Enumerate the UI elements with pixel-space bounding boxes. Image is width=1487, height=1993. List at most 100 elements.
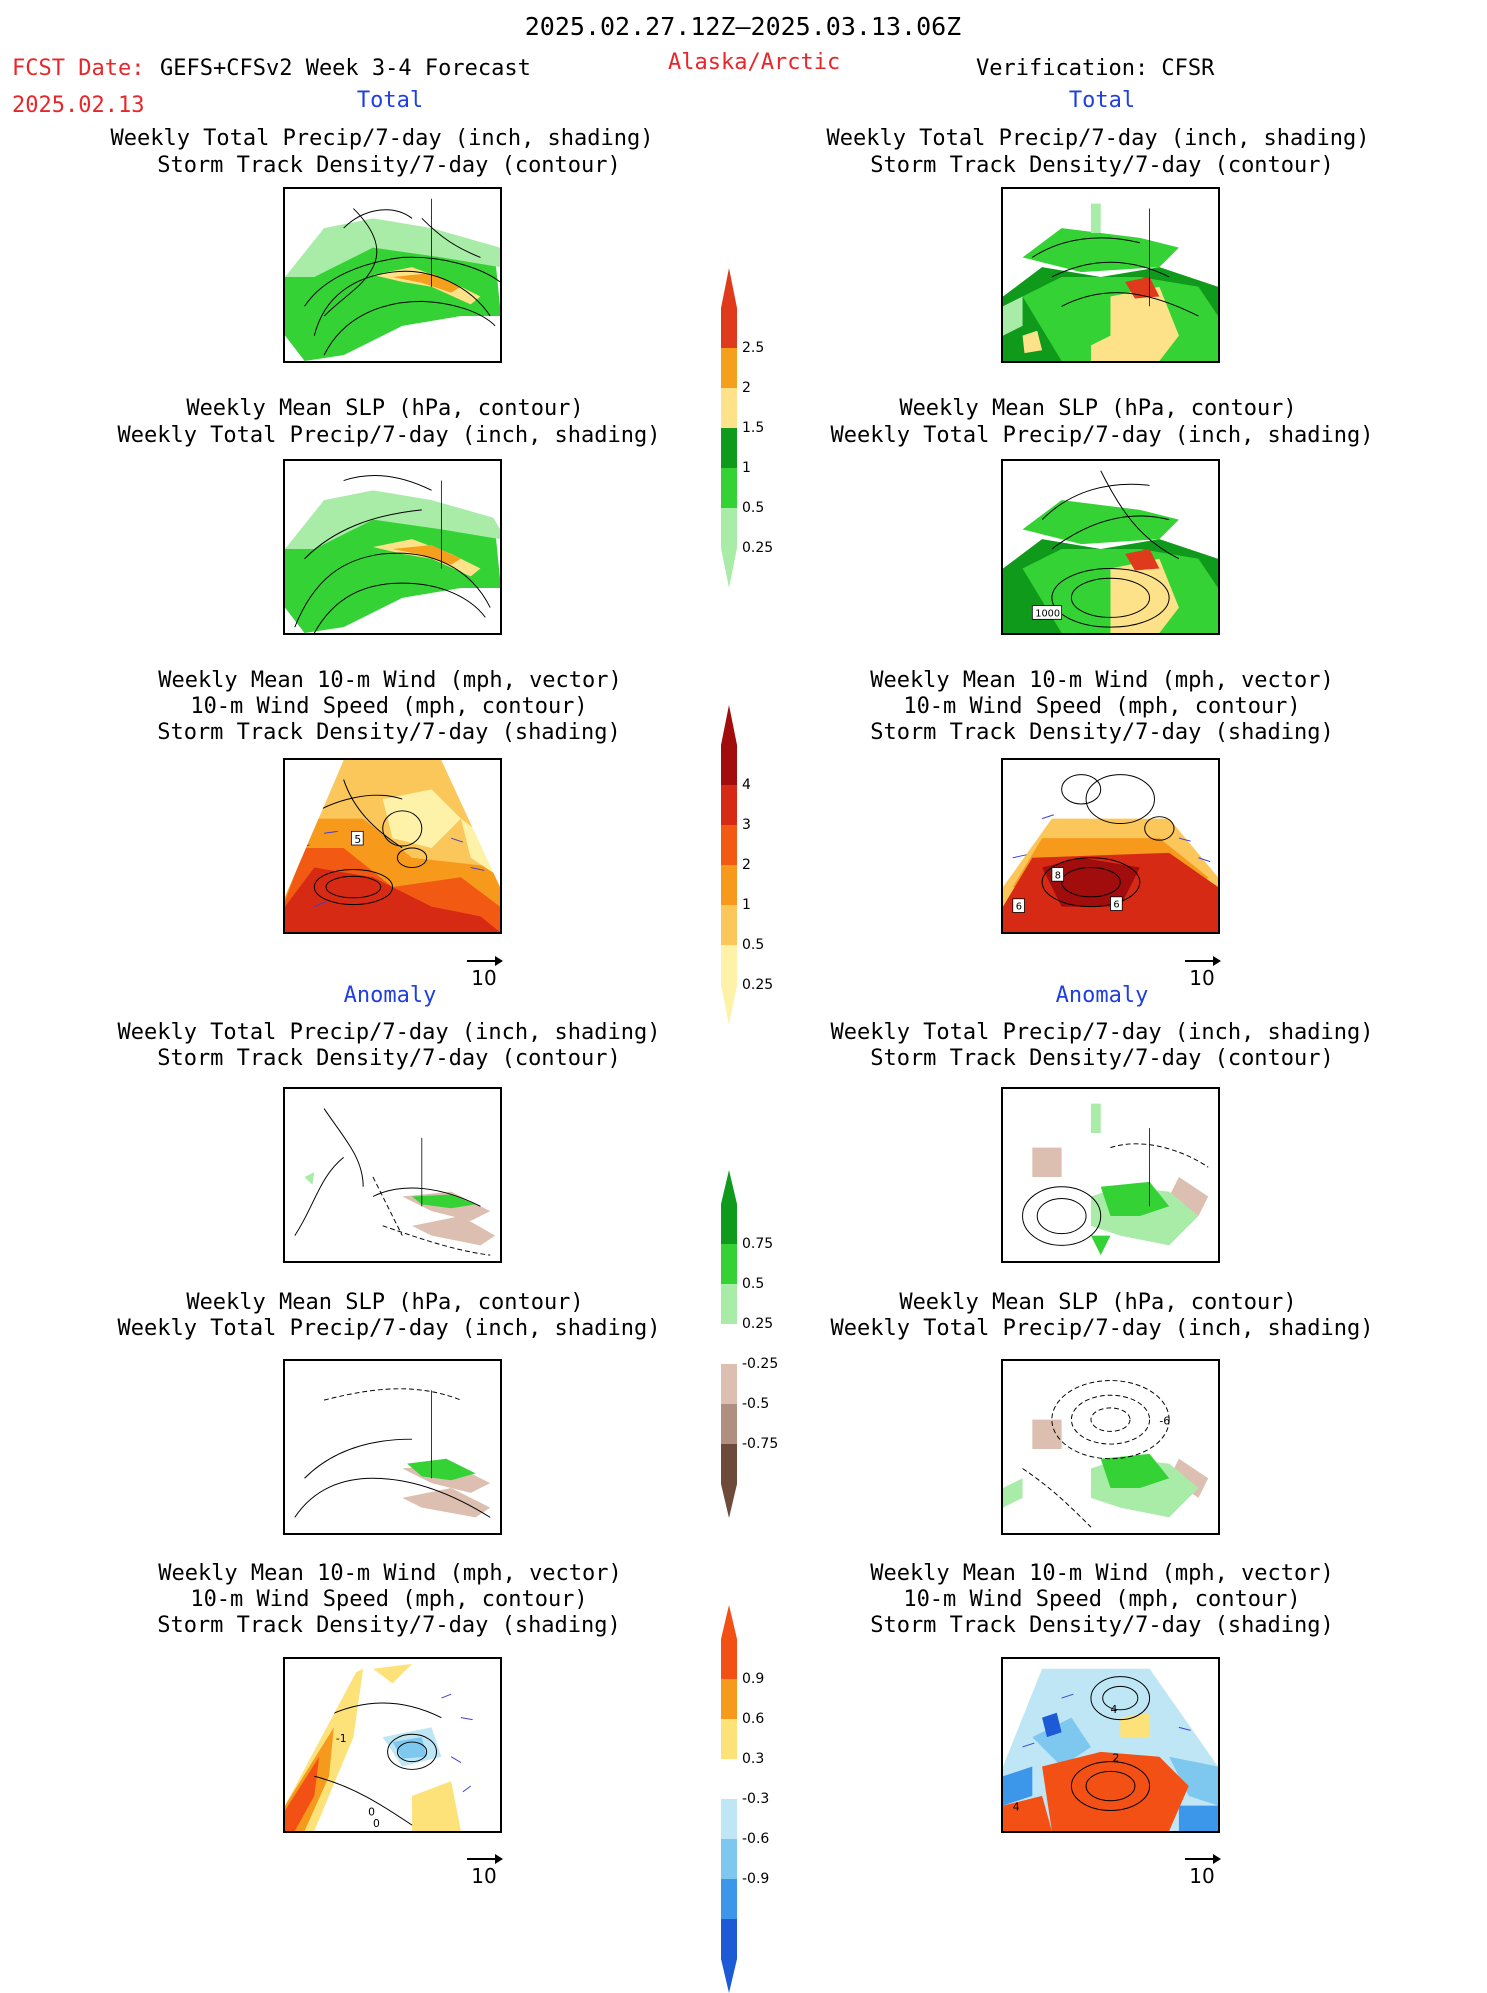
- colorbar-segment: [721, 1879, 737, 1920]
- label-4b: 4: [1111, 1703, 1118, 1716]
- colorbar-label: -0.5: [742, 1396, 770, 1412]
- colorbar-cap-bottom: [721, 548, 737, 588]
- arrow-icon: [467, 956, 503, 966]
- colorbar-cap-top: [721, 1605, 737, 1639]
- colorbar-cap-top: [721, 705, 737, 745]
- label-neg1: -1: [336, 1732, 347, 1745]
- colorbar-segment: [721, 1759, 737, 1800]
- label-neg6: -6: [1159, 1415, 1170, 1428]
- colorbar-label: 0.5: [742, 937, 765, 953]
- date-range-title: 2025.02.27.12Z–2025.03.13.06Z: [524, 12, 962, 41]
- colorbar-segment: [721, 348, 737, 389]
- map-total-precip-left: [283, 187, 502, 363]
- colorbar-segment: [721, 1919, 737, 1960]
- colorbar-segment: [721, 1244, 737, 1285]
- label-0a: 0: [368, 1805, 375, 1818]
- title-precip-storm-l1: Weekly Total Precip/7-day (inch, shading…: [110, 126, 654, 151]
- colorbar-segment: [721, 905, 737, 946]
- vector-ref-anom-right: 10: [1183, 1854, 1221, 1888]
- vector-ref-total-left: 10: [465, 956, 503, 990]
- section-total-left: Total: [356, 88, 424, 113]
- map-total-wind-right: 8 6 6: [1001, 758, 1220, 934]
- map-total-slp-right: 1000: [1001, 459, 1220, 635]
- verification-label: Verification: CFSR: [976, 56, 1215, 81]
- title-anom-precip-storm-l1: Weekly Total Precip/7-day (inch, shading…: [117, 1020, 661, 1045]
- title-anom-slp-precip-l2: Weekly Total Precip/7-day (inch, shading…: [117, 1316, 661, 1341]
- colorbar-label: 2: [742, 380, 751, 396]
- map-anom-precip-left: [283, 1087, 502, 1263]
- colorbar-label: 0.25: [742, 540, 774, 556]
- vector-ref-anom-left: 10: [465, 1854, 503, 1888]
- title-wind-storm-l2: 10-m Wind Speed (mph, contour): [190, 694, 588, 719]
- fcst-product: GEFS+CFSv2 Week 3-4 Forecast: [160, 56, 531, 81]
- colorbar-segment: [721, 1364, 737, 1405]
- map-anom-slp-right: -6: [1001, 1359, 1220, 1535]
- colorbar-label: 0.9: [742, 1671, 765, 1687]
- title-anom-wind-l3: Storm Track Density/7-day (shading): [157, 1613, 621, 1638]
- title-anom-wind-r3: Storm Track Density/7-day (shading): [870, 1613, 1334, 1638]
- colorbar-label: 0.25: [742, 1316, 774, 1332]
- title-slp-precip-l1: Weekly Mean SLP (hPa, contour): [186, 396, 584, 421]
- colorbar-label: 0.5: [742, 500, 765, 516]
- title-anom-slp-precip-l1: Weekly Mean SLP (hPa, contour): [186, 1290, 584, 1315]
- colorbar-cap-bottom: [721, 1959, 737, 1993]
- colorbar-segment: [721, 1719, 737, 1760]
- colorbar-segment: [721, 1444, 737, 1485]
- title-wind-storm-r2: 10-m Wind Speed (mph, contour): [903, 694, 1301, 719]
- colorbar-cap-bottom: [721, 1484, 737, 1518]
- title-anom-wind-l1: Weekly Mean 10-m Wind (mph, vector): [158, 1561, 622, 1586]
- colorbar-cap-top: [721, 268, 737, 308]
- title-slp-precip-r1: Weekly Mean SLP (hPa, contour): [899, 396, 1297, 421]
- colorbar-segment: [721, 785, 737, 826]
- colorbar-segment: [721, 308, 737, 349]
- colorbar-label: 0.3: [742, 1751, 765, 1767]
- title-slp-precip-l2: Weekly Total Precip/7-day (inch, shading…: [117, 423, 661, 448]
- map-anom-slp-left: [283, 1359, 502, 1535]
- map-total-wind-left: 5: [283, 758, 502, 934]
- vector-ref-total-right: 10: [1183, 956, 1221, 990]
- colorbar-label: 1.5: [742, 420, 765, 436]
- colorbar-label: -0.75: [742, 1436, 779, 1452]
- colorbar-label: -0.25: [742, 1356, 779, 1372]
- title-anom-wind-r2: 10-m Wind Speed (mph, contour): [903, 1587, 1301, 1612]
- colorbar-segment: [721, 825, 737, 866]
- colorbar-segment: [721, 508, 737, 549]
- label-5: 5: [354, 833, 361, 846]
- colorbar-label: 3: [742, 817, 751, 833]
- colorbar-label: 0.75: [742, 1236, 774, 1252]
- title-precip-storm-r1: Weekly Total Precip/7-day (inch, shading…: [826, 126, 1370, 151]
- colorbar-label: 1: [742, 897, 751, 913]
- title-anom-slp-precip-r1: Weekly Mean SLP (hPa, contour): [899, 1290, 1297, 1315]
- colorbar-segment: [721, 428, 737, 469]
- label-2: 2: [1112, 1752, 1119, 1765]
- colorbar-segment: [721, 1204, 737, 1245]
- label-6b: 6: [1016, 902, 1022, 913]
- colorbar-label: 2.5: [742, 340, 765, 356]
- colorbar-label: 0.25: [742, 977, 774, 993]
- label-0b: 0: [373, 1817, 380, 1830]
- colorbar-segment: [721, 865, 737, 906]
- label-8: 8: [1055, 870, 1061, 881]
- title-anom-wind-r1: Weekly Mean 10-m Wind (mph, vector): [870, 1561, 1334, 1586]
- colorbar-label: 1: [742, 460, 751, 476]
- colorbar-segment: [721, 1404, 737, 1445]
- title-anom-wind-l2: 10-m Wind Speed (mph, contour): [190, 1587, 588, 1612]
- map-total-slp-left: [283, 459, 502, 635]
- section-anomaly-right: Anomaly: [1055, 983, 1149, 1008]
- arrow-icon: [1185, 1854, 1221, 1864]
- colorbar-segment: [721, 1839, 737, 1880]
- fcst-date-label: FCST Date:: [12, 56, 145, 81]
- fcst-date-value: 2025.02.13: [12, 93, 145, 118]
- colorbar-segment: [721, 945, 737, 986]
- arrow-icon: [467, 1854, 503, 1864]
- colorbar-segment: [721, 1799, 737, 1840]
- colorbar-cap-bottom: [721, 985, 737, 1025]
- colorbar-segment: [721, 468, 737, 509]
- colorbar-label: 4: [742, 777, 751, 793]
- title-slp-precip-r2: Weekly Total Precip/7-day (inch, shading…: [830, 423, 1374, 448]
- title-wind-storm-r3: Storm Track Density/7-day (shading): [870, 720, 1334, 745]
- colorbar-cap-top: [721, 1170, 737, 1204]
- title-wind-storm-r1: Weekly Mean 10-m Wind (mph, vector): [870, 668, 1334, 693]
- title-anom-slp-precip-r2: Weekly Total Precip/7-day (inch, shading…: [830, 1316, 1374, 1341]
- colorbar-label: -0.9: [742, 1871, 770, 1887]
